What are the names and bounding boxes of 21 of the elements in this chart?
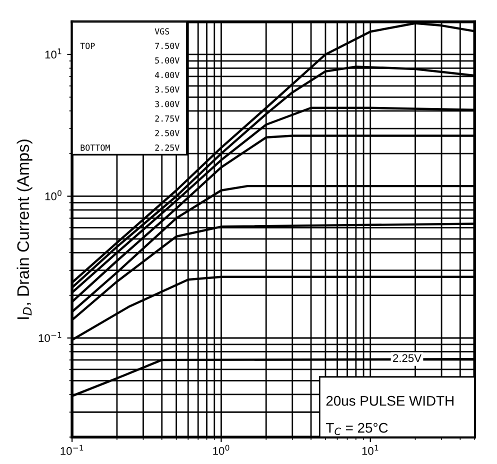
annotation: VGS — [154, 28, 170, 35]
annotation: 4.00V — [155, 72, 180, 78]
annotation: T$_{C}$ = 25°C — [326, 422, 388, 436]
annotation: 2.50V — [155, 130, 180, 136]
y-tick-label: 10$^{0}$ — [45, 190, 62, 200]
y-axis-title: I$_{D}$, Drain Current (Amps) — [16, 140, 32, 319]
y-tick-label: 10$^{−1}$ — [38, 332, 62, 342]
x-tick-label: 10$^{−1}$ — [60, 444, 84, 455]
annotation: 2.75V — [155, 115, 180, 122]
annotation: 20us PULSE WIDTH — [326, 396, 454, 406]
x-tick-label: 10$^{0}$ — [213, 444, 230, 455]
x-tick-label: 10$^{1}$ — [362, 444, 378, 455]
annotation: 3.00V — [155, 100, 180, 108]
annotation: 3.50V — [155, 86, 180, 93]
annotation: 2.25V — [155, 144, 180, 151]
annotation: 7.50V — [155, 42, 180, 50]
annotation: 2.25V — [393, 354, 422, 362]
annotation: TOP — [80, 42, 95, 50]
annotation: BOTTOM — [80, 144, 110, 151]
y-tick-label: 10$^{1}$ — [45, 48, 62, 59]
annotation: 5.00V — [155, 57, 180, 64]
